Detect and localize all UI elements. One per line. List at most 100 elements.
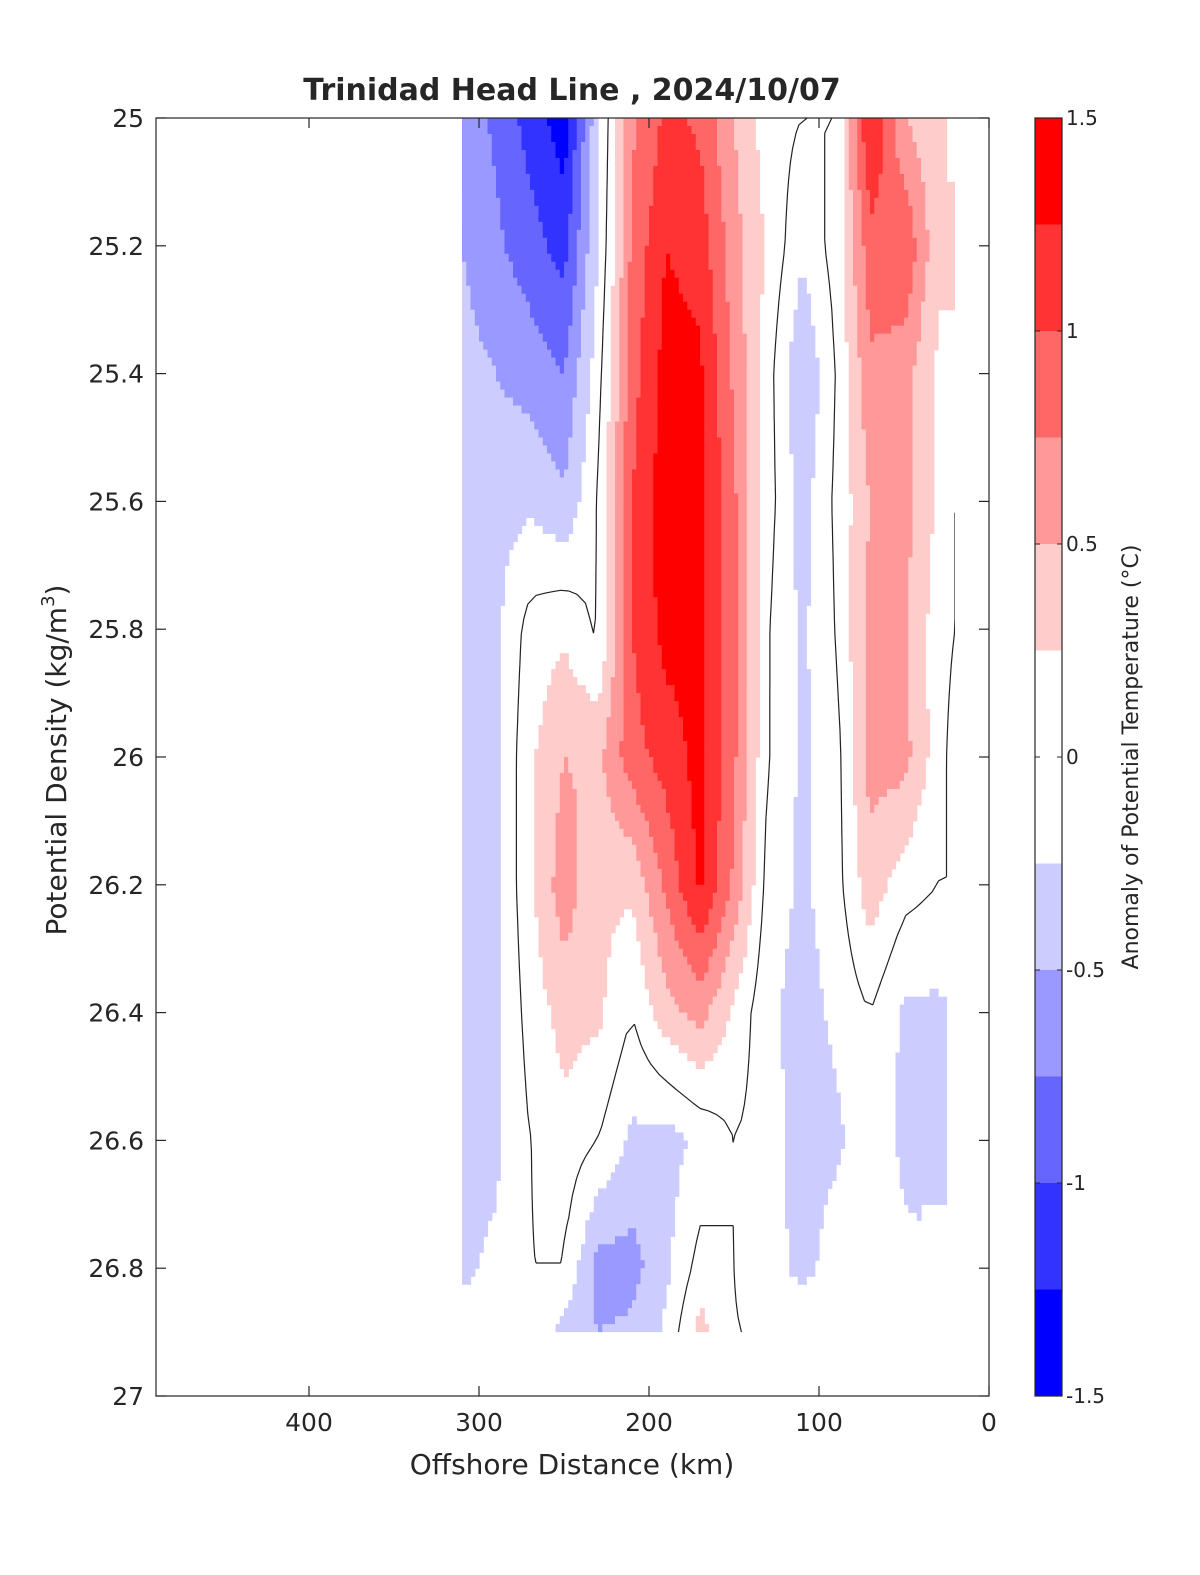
contour-cell [615,245,625,255]
contour-cell [912,413,935,423]
contour-cell [627,1124,676,1134]
contour-cell [878,181,905,191]
contour-cell [687,741,705,750]
zero-contour-line [515,118,955,1333]
contour-cell [496,189,535,199]
contour-cell [695,852,705,862]
contour-cell [576,828,625,838]
contour-cell [908,293,926,303]
contour-cell [844,173,850,183]
contour-cell [895,1084,948,1094]
contour-cell [538,940,612,950]
contour-cell [623,549,633,558]
contour-cell [555,844,578,854]
contour-cell [661,118,688,127]
contour-cell [678,940,718,950]
contour-cell [853,509,871,518]
contour-cell [576,253,586,263]
contour-cell [895,133,914,143]
x-tick-label: 300 [455,1408,503,1437]
contour-cell [644,293,663,303]
contour-cell [780,1012,824,1022]
contour-cell [708,245,727,255]
contour-cell [653,461,705,471]
contour-cell [593,1252,642,1261]
contour-cell [746,373,761,383]
contour-cell [780,1020,829,1030]
contour-cell [559,932,569,942]
contour-cell [462,501,578,510]
contour-cell [632,501,654,510]
contour-cell [687,118,718,127]
contour-cell [657,429,705,439]
contour-cell [899,1036,948,1046]
contour-cell [857,165,867,175]
contour-cell [738,205,761,215]
contour-cell [704,173,722,183]
contour-cell [700,325,714,335]
contour-cell [729,884,744,894]
contour-cell [542,956,608,966]
contour-cell [640,701,680,710]
contour-cell [644,301,663,311]
contour-cell [895,1060,948,1070]
contour-cell [666,677,705,686]
contour-cell [462,389,506,399]
contour-cell [462,725,501,734]
contour-cell [462,413,531,423]
contour-cell [865,445,914,455]
contour-cell [678,285,714,295]
contour-cell [585,301,595,311]
contour-cell [568,125,578,135]
contour-cell [462,972,501,982]
contour-cell [853,669,867,678]
contour-cell [712,948,731,958]
contour-cell [606,501,616,510]
contour-cell [462,405,523,415]
contour-cell [657,948,684,958]
contour-cell [576,269,586,279]
contour-cell [653,181,705,191]
contour-cell [797,693,812,702]
contour-cell [632,485,654,495]
colorbar-tick-label: 0 [1066,745,1079,769]
contour-cell [627,357,642,367]
contour-cell [908,189,926,199]
contour-cell [785,948,820,958]
contour-cell [657,621,705,630]
contour-cell [623,597,633,606]
contour-cell [899,1156,948,1165]
contour-cell [687,1012,710,1022]
contour-cell [615,213,625,223]
contour-cell [670,908,688,918]
contour-cell [725,956,744,966]
contour-cell [568,253,578,263]
contour-cell [555,812,578,822]
contour-cell [717,157,739,167]
contour-cell [615,613,625,622]
contour-cell [581,333,595,343]
contour-cell [853,189,863,199]
contour-cell [496,181,531,191]
contour-cell [483,341,548,351]
contour-cell [661,956,688,966]
contour-cell [844,317,858,327]
contour-cell [661,780,693,790]
contour-cell [589,237,599,247]
contour-cell [661,285,680,295]
contour-cell [644,972,667,982]
contour-cell [674,828,697,838]
contour-cell [908,645,926,654]
contour-cell [640,365,659,375]
contour-cell [551,253,569,263]
contour-cell [704,189,722,199]
contour-cell [844,237,854,247]
contour-cell [861,221,914,231]
contour-cell [904,173,922,183]
contour-cell [844,269,854,279]
contour-cell [657,365,705,375]
contour-cell [589,197,599,207]
contour-cell [623,645,633,654]
contour-cell [653,189,705,199]
contour-cell [551,1004,603,1014]
